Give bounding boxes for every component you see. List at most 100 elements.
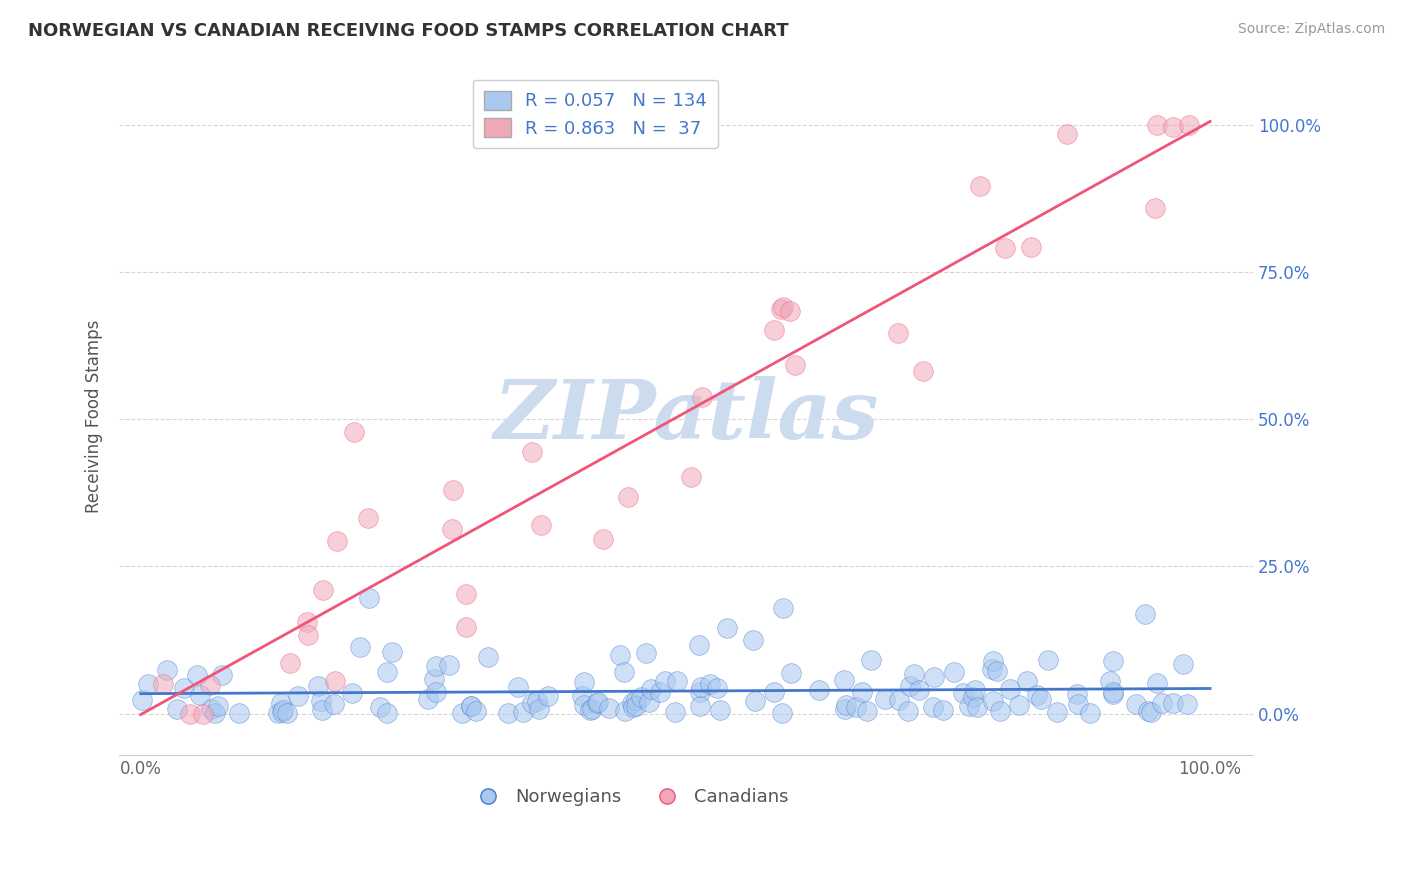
Point	[903, 666, 925, 681]
Point	[709, 703, 731, 717]
Point	[763, 323, 786, 337]
Point	[664, 705, 686, 719]
Point	[630, 690, 652, 705]
Point	[441, 522, 464, 536]
Point	[454, 587, 477, 601]
Point	[897, 704, 920, 718]
Point	[131, 693, 153, 707]
Point	[188, 688, 211, 702]
Point	[981, 654, 1004, 668]
Point	[271, 703, 294, 717]
Point	[276, 706, 298, 720]
Point	[1125, 697, 1147, 711]
Point	[744, 693, 766, 707]
Point	[585, 697, 607, 711]
Point	[357, 511, 380, 525]
Point	[620, 696, 643, 710]
Point	[1177, 118, 1199, 132]
Point	[179, 706, 201, 721]
Point	[650, 685, 672, 699]
Point	[270, 696, 292, 710]
Point	[574, 698, 596, 712]
Point	[742, 633, 765, 648]
Point	[772, 601, 794, 615]
Point	[425, 684, 447, 698]
Point	[763, 685, 786, 699]
Point	[952, 686, 974, 700]
Point	[1098, 673, 1121, 688]
Point	[912, 364, 935, 378]
Point	[808, 682, 831, 697]
Point	[963, 683, 986, 698]
Point	[186, 668, 208, 682]
Point	[312, 583, 335, 598]
Point	[1056, 127, 1078, 141]
Point	[875, 692, 897, 706]
Point	[1019, 240, 1042, 254]
Point	[1102, 654, 1125, 668]
Point	[851, 685, 873, 699]
Point	[1175, 698, 1198, 712]
Point	[889, 693, 911, 707]
Point	[770, 706, 793, 720]
Point	[1152, 696, 1174, 710]
Point	[1140, 706, 1163, 720]
Point	[922, 700, 945, 714]
Point	[191, 706, 214, 721]
Point	[1102, 687, 1125, 701]
Point	[343, 425, 366, 440]
Point	[1036, 653, 1059, 667]
Point	[287, 689, 309, 703]
Point	[307, 679, 329, 693]
Point	[416, 692, 439, 706]
Point	[574, 675, 596, 690]
Point	[271, 705, 294, 719]
Point	[981, 662, 1004, 676]
Point	[323, 674, 346, 689]
Point	[665, 674, 688, 689]
Point	[932, 703, 955, 717]
Y-axis label: Receiving Food Stamps: Receiving Food Stamps	[86, 319, 103, 513]
Point	[1015, 673, 1038, 688]
Point	[349, 640, 371, 654]
Legend: Norwegians, Canadians: Norwegians, Canadians	[463, 781, 796, 814]
Point	[1008, 698, 1031, 712]
Point	[278, 656, 301, 670]
Point	[340, 685, 363, 699]
Point	[326, 534, 349, 549]
Point	[441, 483, 464, 497]
Point	[1078, 706, 1101, 720]
Point	[1146, 675, 1168, 690]
Point	[1161, 696, 1184, 710]
Point	[375, 665, 398, 679]
Point	[204, 706, 226, 720]
Point	[152, 677, 174, 691]
Point	[1163, 120, 1185, 135]
Point	[1066, 688, 1088, 702]
Point	[1046, 706, 1069, 720]
Point	[456, 620, 478, 634]
Point	[381, 645, 404, 659]
Point	[368, 700, 391, 714]
Point	[156, 663, 179, 677]
Point	[297, 628, 319, 642]
Point	[887, 326, 910, 341]
Point	[173, 681, 195, 695]
Point	[772, 300, 794, 314]
Point	[962, 690, 984, 704]
Point	[689, 685, 711, 699]
Point	[638, 695, 661, 709]
Point	[679, 470, 702, 484]
Point	[779, 304, 801, 318]
Point	[166, 702, 188, 716]
Point	[322, 697, 344, 711]
Point	[957, 698, 980, 713]
Point	[613, 704, 636, 718]
Point	[423, 672, 446, 686]
Point	[200, 702, 222, 716]
Point	[689, 698, 711, 713]
Point	[592, 532, 614, 546]
Point	[716, 621, 738, 635]
Point	[526, 694, 548, 708]
Point	[522, 445, 544, 459]
